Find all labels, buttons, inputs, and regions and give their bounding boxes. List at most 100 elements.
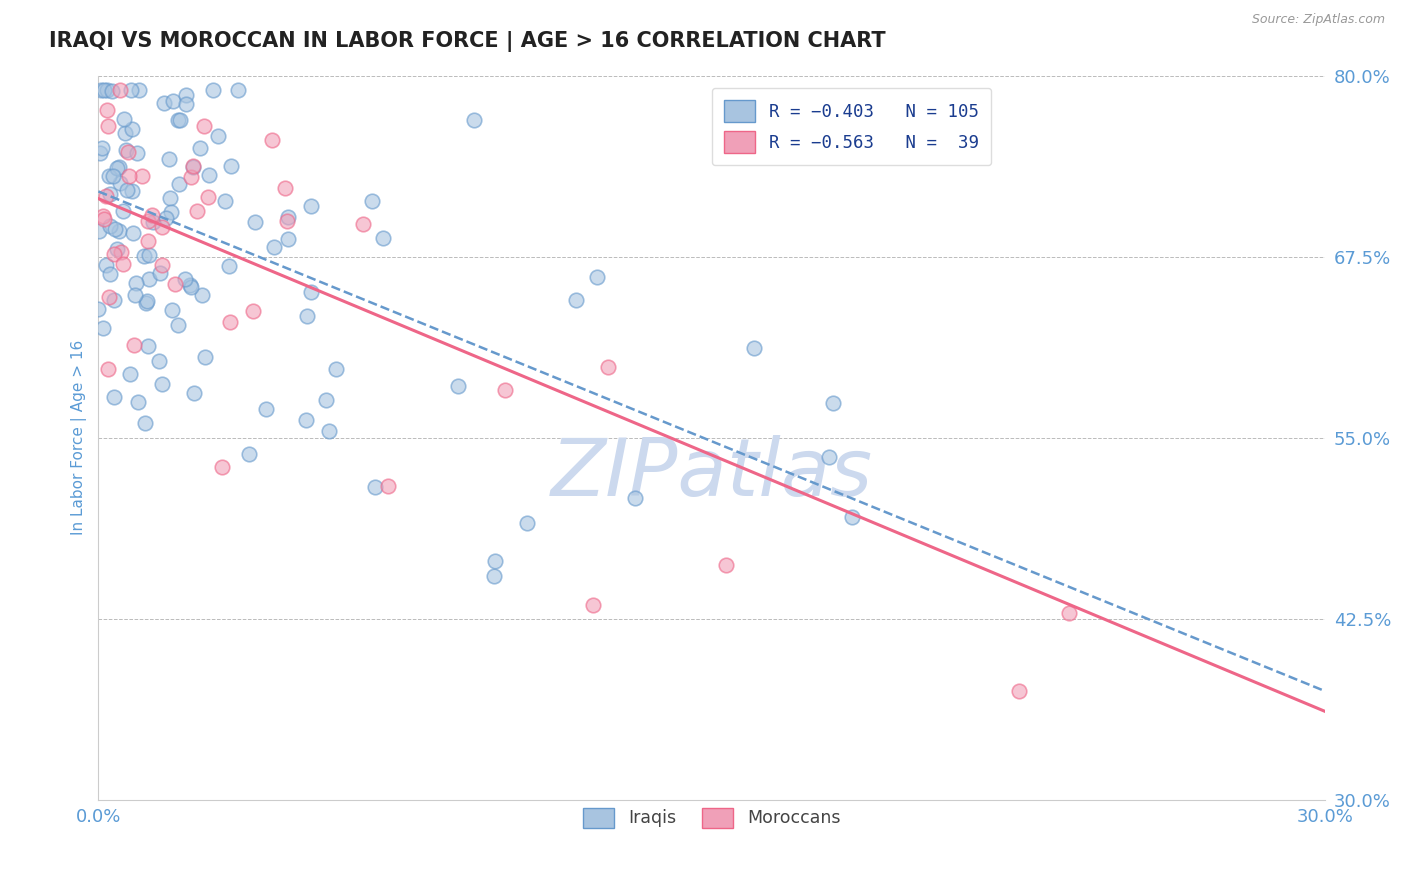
Point [818, 450, 841, 464]
Point [135, 295, 157, 310]
Point [90, 83, 112, 97]
Text: Source: ZipAtlas.com: Source: ZipAtlas.com [1251, 13, 1385, 27]
Point [112, 112, 135, 127]
Point [318, 424, 340, 438]
Point [121, 184, 143, 198]
Point [484, 554, 506, 568]
Point [121, 227, 143, 241]
Point [181, 160, 204, 174]
Point [160, 204, 183, 219]
Point [295, 413, 318, 427]
Point [166, 318, 188, 332]
Point [174, 96, 197, 111]
Point [90, 141, 112, 155]
Point [101, 169, 124, 184]
Point [120, 83, 142, 97]
Point [201, 83, 224, 97]
Point [315, 393, 337, 408]
Point [150, 219, 173, 234]
Point [107, 160, 129, 174]
Point [181, 160, 204, 174]
Point [299, 199, 322, 213]
Point [150, 377, 173, 392]
Point [120, 367, 142, 381]
Point [127, 395, 149, 409]
Point [159, 191, 181, 205]
Point [110, 177, 132, 191]
Point [96, 83, 118, 97]
Point [565, 293, 588, 308]
Point [132, 250, 155, 264]
Point [131, 169, 153, 183]
Text: IRAQI VS MOROCCAN IN LABOR FORCE | AGE > 16 CORRELATION CHART: IRAQI VS MOROCCAN IN LABOR FORCE | AGE >… [49, 31, 886, 53]
Point [117, 145, 139, 159]
Point [101, 84, 124, 98]
Point [262, 133, 284, 147]
Point [516, 516, 538, 530]
Point [446, 379, 468, 393]
Point [94, 189, 117, 203]
Point [207, 128, 229, 143]
Point [277, 210, 299, 224]
Point [114, 126, 136, 140]
Point [1007, 684, 1029, 698]
Point [128, 83, 150, 97]
Point [98, 290, 121, 304]
Point [138, 247, 160, 261]
Point [163, 277, 186, 292]
Point [135, 293, 157, 308]
Point [87, 301, 110, 316]
Point [598, 360, 620, 375]
Point [115, 183, 138, 197]
Point [242, 304, 264, 318]
Point [463, 113, 485, 128]
Point [97, 119, 120, 133]
Point [263, 240, 285, 254]
Point [100, 267, 122, 281]
Point [352, 217, 374, 231]
Point [183, 385, 205, 400]
Point [138, 272, 160, 286]
Point [821, 395, 844, 409]
Point [193, 119, 215, 133]
Point [238, 447, 260, 461]
Point [125, 276, 148, 290]
Point [186, 203, 208, 218]
Point [93, 83, 115, 97]
Point [100, 186, 122, 201]
Point [218, 315, 240, 329]
Point [243, 215, 266, 229]
Point [103, 390, 125, 404]
Point [104, 221, 127, 235]
Point [105, 161, 128, 175]
Point [482, 568, 505, 582]
Point [157, 152, 180, 166]
Point [191, 288, 214, 302]
Point [103, 247, 125, 261]
Point [169, 113, 191, 128]
Point [167, 177, 190, 191]
Point [325, 362, 347, 376]
Point [194, 350, 217, 364]
Point [96, 103, 118, 118]
Point [97, 169, 120, 183]
Point [197, 169, 219, 183]
Point [111, 257, 134, 271]
Point [110, 245, 132, 260]
Point [103, 293, 125, 307]
Point [180, 170, 202, 185]
Point [624, 491, 647, 505]
Point [197, 190, 219, 204]
Point [226, 83, 249, 97]
Point [141, 208, 163, 222]
Point [91, 210, 114, 224]
Point [136, 339, 159, 353]
Point [219, 159, 242, 173]
Point [716, 558, 738, 572]
Point [155, 211, 177, 225]
Point [162, 94, 184, 108]
Point [136, 214, 159, 228]
Point [179, 278, 201, 293]
Point [188, 141, 211, 155]
Point [180, 279, 202, 293]
